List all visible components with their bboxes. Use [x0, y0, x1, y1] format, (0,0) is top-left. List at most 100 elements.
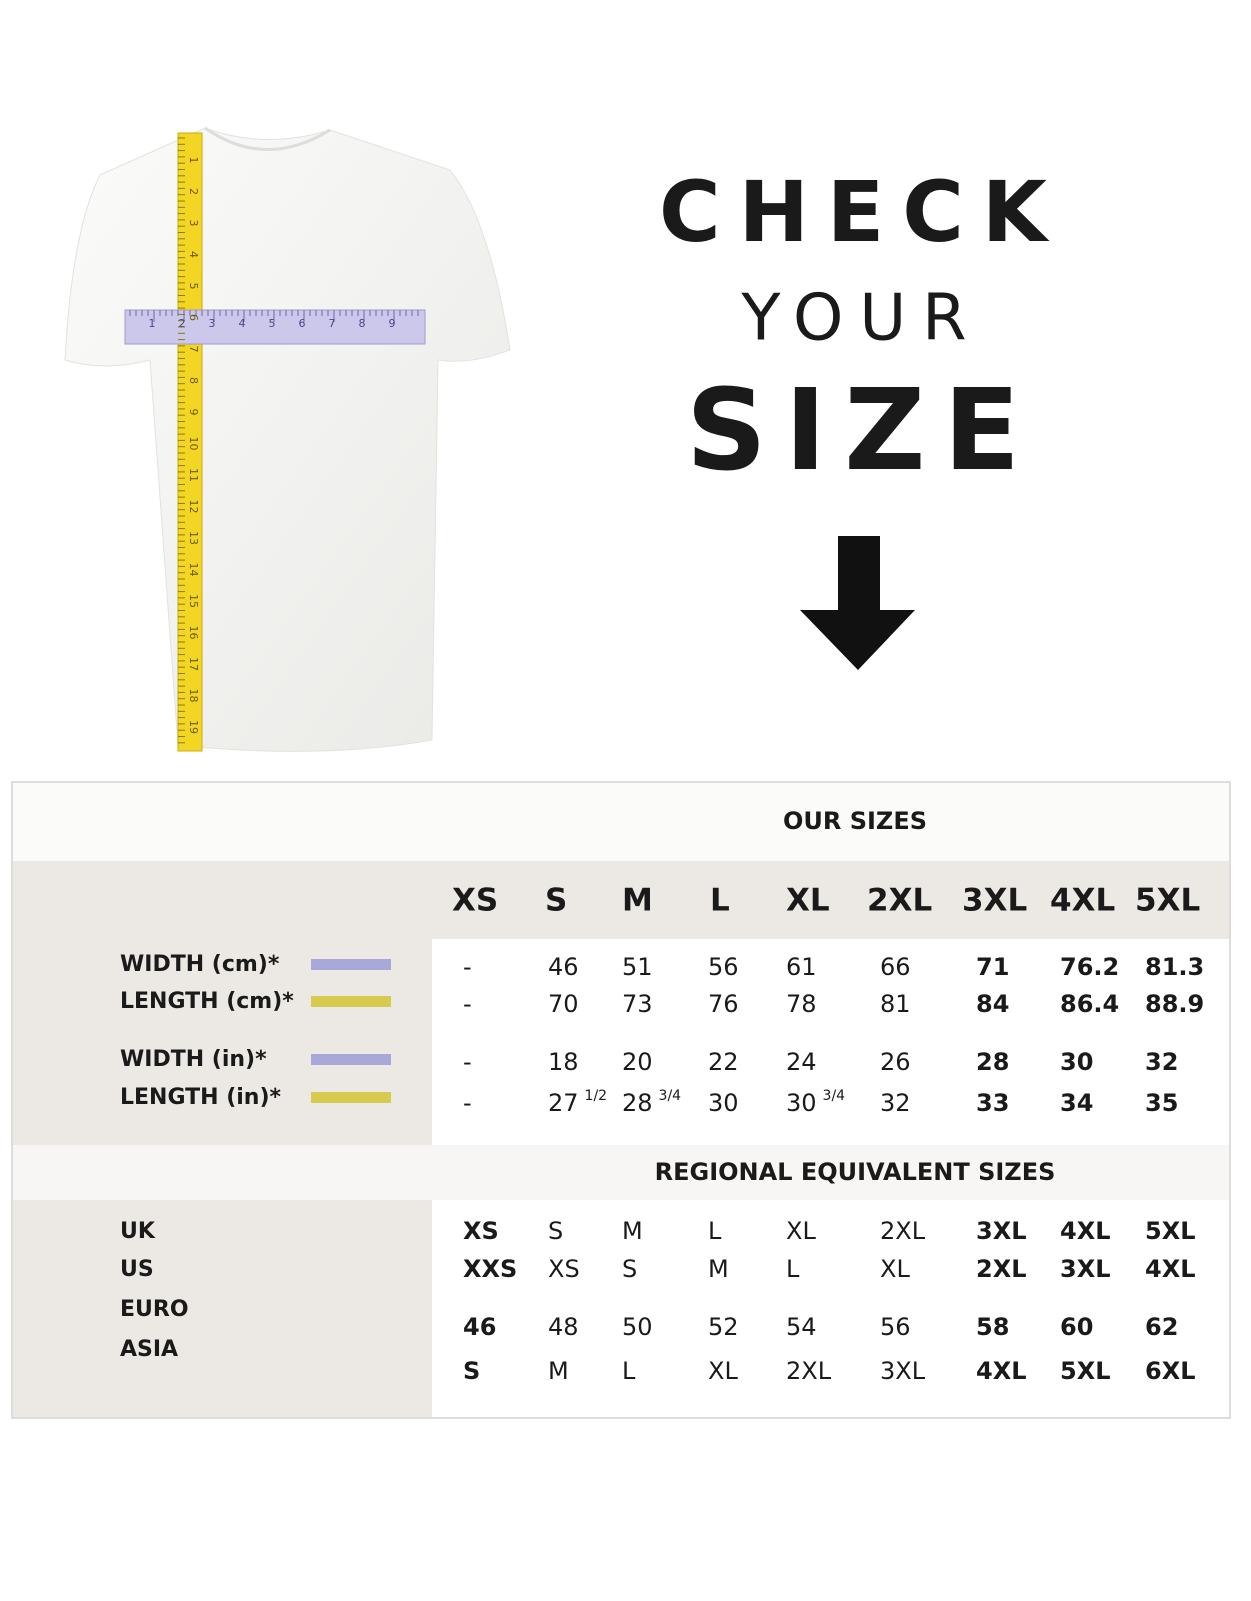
table-cell: 86.4 [1060, 990, 1119, 1018]
table-cell: 62 [1145, 1313, 1178, 1341]
left-panel [13, 1200, 432, 1417]
row-label: ASIA [120, 1337, 178, 1362]
table-cell: 56 [708, 953, 739, 981]
row-label: LENGTH (cm)* [120, 989, 294, 1014]
table-cell: 76 [708, 990, 739, 1018]
table-cell: 78 [786, 990, 817, 1018]
table-cell: - [463, 1089, 472, 1117]
legend-swatch [311, 996, 391, 1007]
table-cell: 60 [1060, 1313, 1093, 1341]
table-cell: 46 [463, 1313, 496, 1341]
table-cell: 76.2 [1060, 953, 1119, 981]
table-cell: M [622, 1217, 643, 1245]
collar [204, 126, 331, 151]
ruler-number: 9 [389, 317, 396, 330]
ruler-number: 1 [187, 157, 200, 164]
table-cell: 24 [786, 1048, 817, 1076]
regional-band [13, 1145, 1229, 1200]
table-cell: - [463, 953, 472, 981]
ruler-number: 8 [359, 317, 366, 330]
fraction: 1/2 [585, 1088, 608, 1104]
ruler-number: 4 [187, 251, 200, 258]
table-cell: 4XL [1145, 1255, 1196, 1283]
ruler-number: 6 [187, 314, 200, 321]
table-cell: 30 3/4 [786, 1088, 845, 1117]
table-cell: 5XL [1145, 1217, 1196, 1245]
table-cell: M [708, 1255, 729, 1283]
table-cell: 26 [880, 1048, 911, 1076]
ruler-number: 10 [187, 437, 200, 451]
table-cell: 27 1/2 [548, 1088, 607, 1117]
legend-swatch [311, 1092, 391, 1103]
legend-swatch [311, 1054, 391, 1065]
table-cell: XS [548, 1255, 580, 1283]
fraction: 3/4 [823, 1088, 846, 1104]
table-cell: S [548, 1217, 563, 1245]
ruler-number: 11 [187, 468, 200, 482]
heading-size: SIZE [686, 366, 1038, 496]
ruler-number: 2 [187, 188, 200, 195]
title-band [13, 783, 1229, 861]
ruler-number: 5 [187, 283, 200, 290]
table-cell: L [708, 1217, 722, 1245]
size-header: XL [786, 883, 830, 919]
table-cell: 28 [976, 1048, 1009, 1076]
table-title: OUR SIZES [783, 807, 927, 835]
size-header: M [622, 883, 653, 919]
size-header: S [545, 883, 567, 919]
table-cell: 51 [622, 953, 653, 981]
table-cell: 81.3 [1145, 953, 1204, 981]
table-cell: 88.9 [1145, 990, 1204, 1018]
table-cell: 56 [880, 1313, 911, 1341]
table-cell: 22 [708, 1048, 739, 1076]
ruler-number: 4 [239, 317, 246, 330]
regional-title: REGIONAL EQUIVALENT SIZES [655, 1158, 1056, 1186]
table-cell: 61 [786, 953, 817, 981]
table-cell: 6XL [1145, 1357, 1196, 1385]
table-cell: S [622, 1255, 637, 1283]
heading-your: YOUR [740, 282, 982, 356]
size-header: 4XL [1050, 883, 1115, 919]
table-cell: XXS [463, 1255, 517, 1283]
table-cell: XL [880, 1255, 910, 1283]
table-cell: 30 [708, 1089, 739, 1117]
table-cell: 58 [976, 1313, 1009, 1341]
row-label: US [120, 1257, 154, 1282]
ruler-number: 3 [187, 220, 200, 227]
table-cell: 46 [548, 953, 579, 981]
table-cell: 2XL [786, 1357, 832, 1385]
tshirt [64, 127, 511, 752]
table-cell: 34 [1060, 1089, 1093, 1117]
row-label: WIDTH (cm)* [120, 952, 280, 977]
horizontal-tape [124, 309, 426, 345]
ruler-number: 16 [187, 626, 200, 640]
size-header: 5XL [1135, 883, 1200, 919]
fraction: 3/4 [659, 1088, 682, 1104]
table-cell: 30 [1060, 1048, 1093, 1076]
table-cell: 35 [1145, 1089, 1178, 1117]
table-cell: 2XL [880, 1217, 926, 1245]
size-header: 3XL [962, 883, 1027, 919]
ruler-number: 17 [187, 657, 200, 671]
ruler-number: 8 [187, 377, 200, 384]
table-cell: - [463, 1048, 472, 1076]
table-cell: XS [463, 1217, 499, 1245]
table-cell: 48 [548, 1313, 579, 1341]
table-cell: 3XL [1060, 1255, 1111, 1283]
ruler-number: 2 [179, 317, 186, 330]
table-cell: 2XL [976, 1255, 1027, 1283]
table-cell: 4XL [976, 1357, 1027, 1385]
table-cell: 73 [622, 990, 653, 1018]
table-cell: 70 [548, 990, 579, 1018]
table-cell: 81 [880, 990, 911, 1018]
ruler-number: 18 [187, 689, 200, 703]
row-label: EURO [120, 1297, 189, 1322]
row-label: UK [120, 1219, 156, 1244]
table-cell: 3XL [976, 1217, 1027, 1245]
table-cell: 5XL [1060, 1357, 1111, 1385]
table-cell: 66 [880, 953, 911, 981]
ruler-number: 19 [187, 720, 200, 734]
size-header: L [710, 883, 730, 919]
ruler-number: 7 [329, 317, 336, 330]
